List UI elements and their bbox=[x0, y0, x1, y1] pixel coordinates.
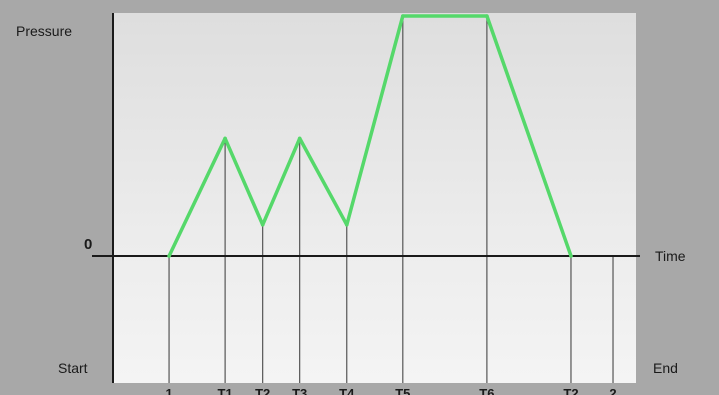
series-point-5 bbox=[401, 14, 405, 18]
x-tick-label-5: T5 bbox=[395, 386, 410, 395]
x-tick-label-2: T2 bbox=[255, 386, 270, 395]
x-tick-label-1: T1 bbox=[218, 386, 233, 395]
end-label: End bbox=[653, 360, 678, 376]
series-point-7 bbox=[569, 254, 573, 258]
x-tick-label-4: T4 bbox=[339, 386, 355, 395]
series-point-6 bbox=[485, 14, 489, 18]
pressure-series-line bbox=[167, 14, 573, 258]
x-tick-label-6: T6 bbox=[479, 386, 494, 395]
series-point-2 bbox=[260, 223, 265, 227]
plot-area bbox=[113, 13, 636, 383]
origin-label: 0 bbox=[84, 236, 92, 253]
x-tick-label-0: 1 bbox=[165, 386, 172, 395]
start-label: Start bbox=[58, 360, 88, 376]
vertical-guides bbox=[168, 16, 614, 383]
y-axis-label: Pressure bbox=[16, 23, 72, 39]
x-tick-label-3: T3 bbox=[292, 386, 307, 395]
series-point-1 bbox=[223, 136, 227, 141]
x-tick-labels: 1 T1 T2 T3 T4 T5 T6 T2 2 bbox=[165, 386, 616, 395]
x-tick-label-7: T2 bbox=[563, 386, 578, 395]
x-axis-label: Time bbox=[655, 248, 686, 264]
series-point-3 bbox=[297, 136, 302, 141]
series-point-0 bbox=[167, 254, 171, 258]
series-point-4 bbox=[344, 223, 349, 227]
x-tick-label-8: 2 bbox=[609, 386, 616, 395]
axes bbox=[92, 13, 640, 383]
series-layer bbox=[167, 14, 573, 258]
